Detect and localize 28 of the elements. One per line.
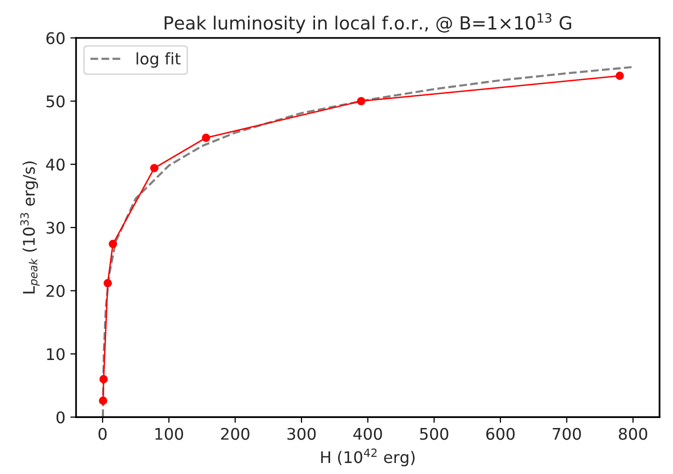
y-tick-label: 0: [56, 411, 65, 424]
point: [616, 72, 624, 80]
y-tick-label: 10: [47, 348, 65, 360]
y-axis-title: L$_{peak}$ (10$^{33}$ erg/s): [20, 162, 40, 294]
point: [356, 96, 366, 106]
x-tick-label: 100: [155, 428, 184, 440]
x-tick-label: 600: [486, 428, 515, 440]
point: [104, 278, 112, 288]
point: [202, 134, 210, 142]
point: [150, 164, 158, 172]
point: [108, 240, 118, 248]
x-tick-label: 0: [98, 428, 107, 440]
x-tick-label: 700: [552, 428, 581, 440]
y-tick-label: 30: [46, 222, 65, 234]
point: [98, 396, 108, 405]
chart-title: Peak luminosity in local f.o.r., @ B=1×10$^{13}$ G: [164, 13, 572, 34]
x-tick-label: 800: [618, 428, 648, 440]
legend-label: log fit: [136, 52, 181, 68]
y-tick-label: 60: [46, 32, 65, 44]
x-axis-title: H (10$^{42}$ erg): [321, 448, 415, 466]
x-tick-label: 500: [420, 428, 448, 440]
x-tick-label: 300: [287, 428, 316, 440]
y-tick-label: 20: [46, 284, 65, 298]
point: [99, 375, 108, 384]
x-tick-label: 200: [221, 428, 250, 440]
x-tick-label: 400: [353, 428, 382, 440]
y-tick-label: 40: [46, 158, 65, 171]
y-tick-label: 50: [46, 95, 65, 108]
